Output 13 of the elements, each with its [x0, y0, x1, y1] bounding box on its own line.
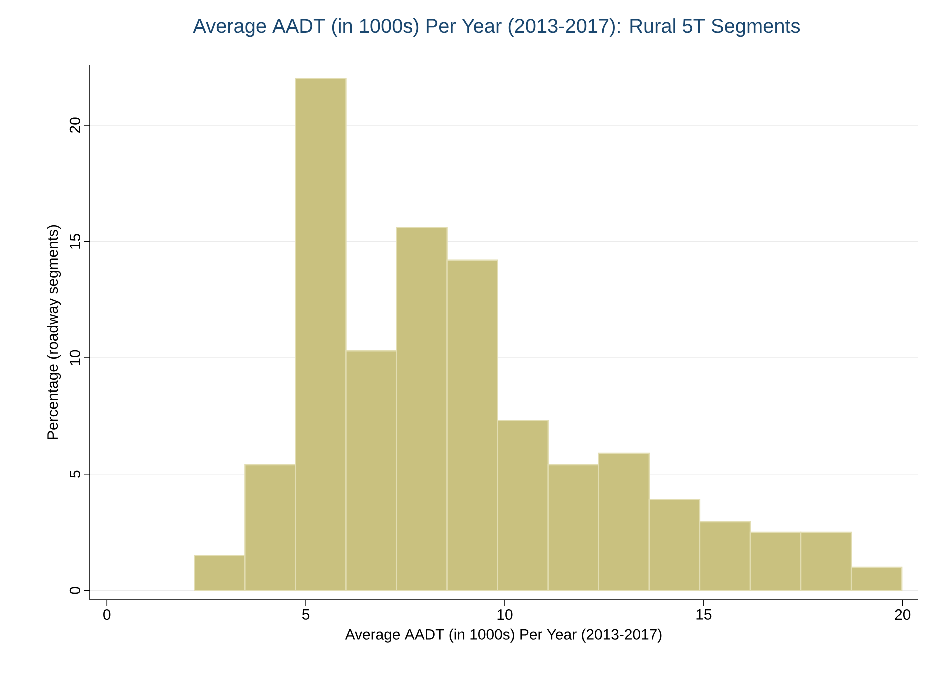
y-tick-label: 10: [70, 350, 80, 366]
x-tick-label: 0: [104, 610, 111, 620]
y-tick-label: 15: [70, 234, 80, 249]
y-tick-label: 0: [70, 587, 80, 594]
y-axis-title: Percentage (roadway segments): [47, 225, 62, 440]
chart-title: Average AADT (in 1000s) Per Year (2013-2017): Rural 5T Segments: [193, 18, 800, 38]
x-tick-label: 10: [498, 610, 513, 620]
x-tick-label: 15: [696, 610, 712, 620]
x-tick-label: 5: [302, 610, 310, 620]
y-tick-label: 5: [70, 470, 80, 478]
x-axis-title: Average AADT (in 1000s) Per Year (2013-2017): [345, 628, 662, 643]
y-tick-label: 20: [70, 118, 80, 134]
x-tick-label: 20: [895, 610, 911, 620]
